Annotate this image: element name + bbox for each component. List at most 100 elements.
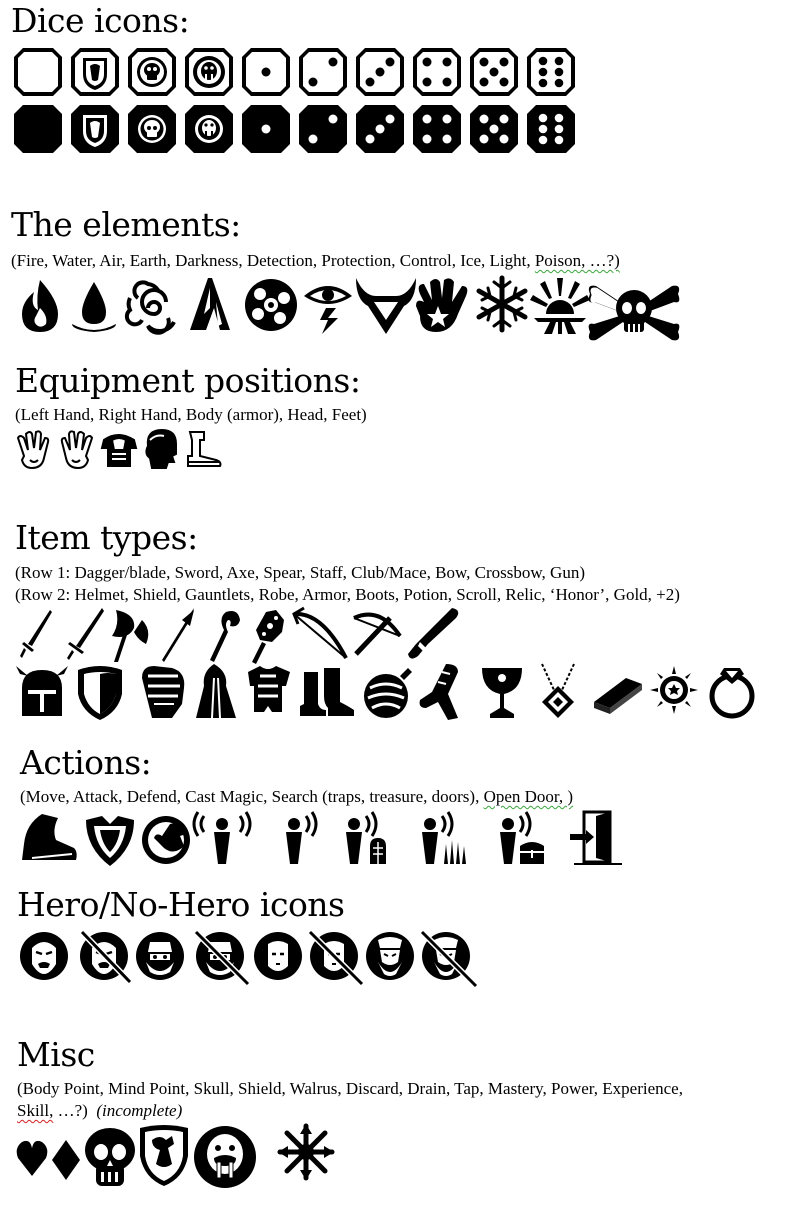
die-three-icon xyxy=(356,48,404,96)
die-five-icon xyxy=(470,105,518,153)
die-five-icon xyxy=(470,48,518,96)
items-row2 xyxy=(16,663,755,720)
no-barbarian-icon xyxy=(79,929,133,985)
right-hand-icon xyxy=(60,430,94,470)
attack-icon xyxy=(86,816,134,866)
protection-icon xyxy=(356,278,416,334)
potion-icon xyxy=(364,668,412,718)
relic-icon xyxy=(482,668,522,718)
gauntlet-icon xyxy=(142,666,185,718)
elf-icon xyxy=(254,932,302,980)
item-types-heading: Item types: xyxy=(15,518,198,557)
search-traps-icon xyxy=(422,811,466,864)
sword-icon xyxy=(67,608,104,660)
helmet-icon xyxy=(16,666,68,716)
blank-die-icon xyxy=(14,48,62,96)
ice-icon xyxy=(476,275,528,333)
blank-die-icon xyxy=(14,105,62,153)
no-dwarf-icon xyxy=(193,929,251,987)
dwarf-icon xyxy=(136,932,184,980)
no-elf-icon xyxy=(307,929,365,987)
skull-die-icon xyxy=(128,105,176,153)
die-three-icon xyxy=(356,105,404,153)
feet-icon xyxy=(187,431,222,467)
skull-icon xyxy=(85,1128,135,1186)
control-icon xyxy=(416,278,468,332)
die-four-icon xyxy=(413,48,461,96)
darkness-icon xyxy=(245,279,297,331)
die-six-icon xyxy=(527,105,575,153)
bow-icon xyxy=(292,606,348,659)
equipment-heading: Equipment positions: xyxy=(15,361,361,400)
staff-icon xyxy=(210,611,240,662)
walrus-die-icon xyxy=(185,105,233,153)
axe-icon xyxy=(112,610,149,662)
cast-magic-icon xyxy=(192,811,252,864)
mind-point-icon xyxy=(52,1140,80,1180)
head-icon xyxy=(145,428,177,469)
open-door-icon xyxy=(570,810,622,865)
air-icon xyxy=(124,280,176,335)
hero-heading: Hero/No-Hero icons xyxy=(17,885,345,924)
items-row1 xyxy=(20,606,459,664)
dice-row-outline xyxy=(14,48,575,96)
search-door-icon xyxy=(346,811,386,864)
die-one-icon xyxy=(242,48,290,96)
wizard-icon xyxy=(366,932,414,980)
defend-icon xyxy=(142,816,190,864)
walrus-die-icon xyxy=(185,48,233,96)
misc-row xyxy=(16,1123,335,1188)
actions-heading: Actions: xyxy=(20,743,152,782)
actions-row xyxy=(22,810,622,866)
mace-icon xyxy=(252,610,284,664)
elements-heading: The elements: xyxy=(11,205,241,244)
no-wizard-icon xyxy=(419,929,479,989)
shield-icon xyxy=(78,666,122,720)
dagger-icon xyxy=(20,610,52,658)
crossbow-icon xyxy=(353,612,402,656)
scroll-icon xyxy=(419,664,458,720)
light-icon xyxy=(530,278,590,334)
die-two-icon xyxy=(299,48,347,96)
hero-row xyxy=(20,929,479,989)
actions-description: (Move, Attack, Defend, Cast Magic, Searc… xyxy=(20,787,574,806)
boots-icon xyxy=(300,668,354,716)
die-two-icon xyxy=(299,105,347,153)
barbarian-icon xyxy=(20,932,68,980)
die-six-icon xyxy=(527,48,575,96)
equipment-row xyxy=(16,428,222,470)
skull-die-icon xyxy=(128,48,176,96)
elements-row xyxy=(22,275,680,341)
detection-icon xyxy=(304,286,352,334)
walrus-icon xyxy=(194,1126,256,1188)
water-icon xyxy=(72,282,116,332)
chaos-star-icon xyxy=(277,1123,335,1181)
fire-icon xyxy=(22,280,58,332)
misc-heading: Misc xyxy=(17,1035,95,1074)
plus-two-icon xyxy=(650,666,698,714)
earth-icon xyxy=(190,278,230,330)
elements-description: (Fire, Water, Air, Earth, Darkness, Dete… xyxy=(11,251,620,270)
spear-icon xyxy=(162,608,194,662)
misc-description-line2: Skill, …?) (incomplete) xyxy=(17,1101,183,1120)
gold-icon xyxy=(594,678,642,714)
misc-description-line1: (Body Point, Mind Point, Skull, Shield, … xyxy=(17,1079,683,1098)
honor-icon xyxy=(541,663,575,718)
left-hand-icon xyxy=(16,430,50,470)
poison-icon xyxy=(588,285,680,341)
shield-crest-icon xyxy=(140,1125,188,1186)
body-armor-icon xyxy=(100,434,138,467)
equipment-description: (Left Hand, Right Hand, Body (armor), He… xyxy=(15,405,367,424)
item-types-row2-description: (Row 2: Helmet, Shield, Gauntlets, Robe,… xyxy=(15,585,680,604)
die-one-icon xyxy=(242,105,290,153)
gun-icon xyxy=(408,608,459,659)
search-icon xyxy=(286,811,318,864)
dice-heading: Dice icons: xyxy=(11,1,190,40)
search-treasure-icon xyxy=(500,811,544,864)
robe-icon xyxy=(196,664,236,719)
move-icon xyxy=(22,814,77,860)
item-types-row1-description: (Row 1: Dagger/blade, Sword, Axe, Spear,… xyxy=(15,563,585,582)
die-four-icon xyxy=(413,105,461,153)
body-point-icon xyxy=(16,1140,48,1176)
shield-die-icon xyxy=(71,48,119,96)
